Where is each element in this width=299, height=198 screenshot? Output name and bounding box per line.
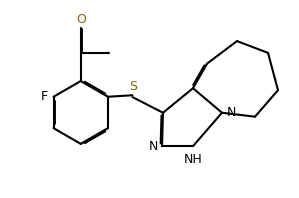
Text: N: N [148,140,158,153]
Text: S: S [129,80,137,93]
Text: O: O [76,13,86,26]
Text: F: F [41,90,48,103]
Text: N: N [226,106,236,119]
Text: NH: NH [184,153,202,166]
